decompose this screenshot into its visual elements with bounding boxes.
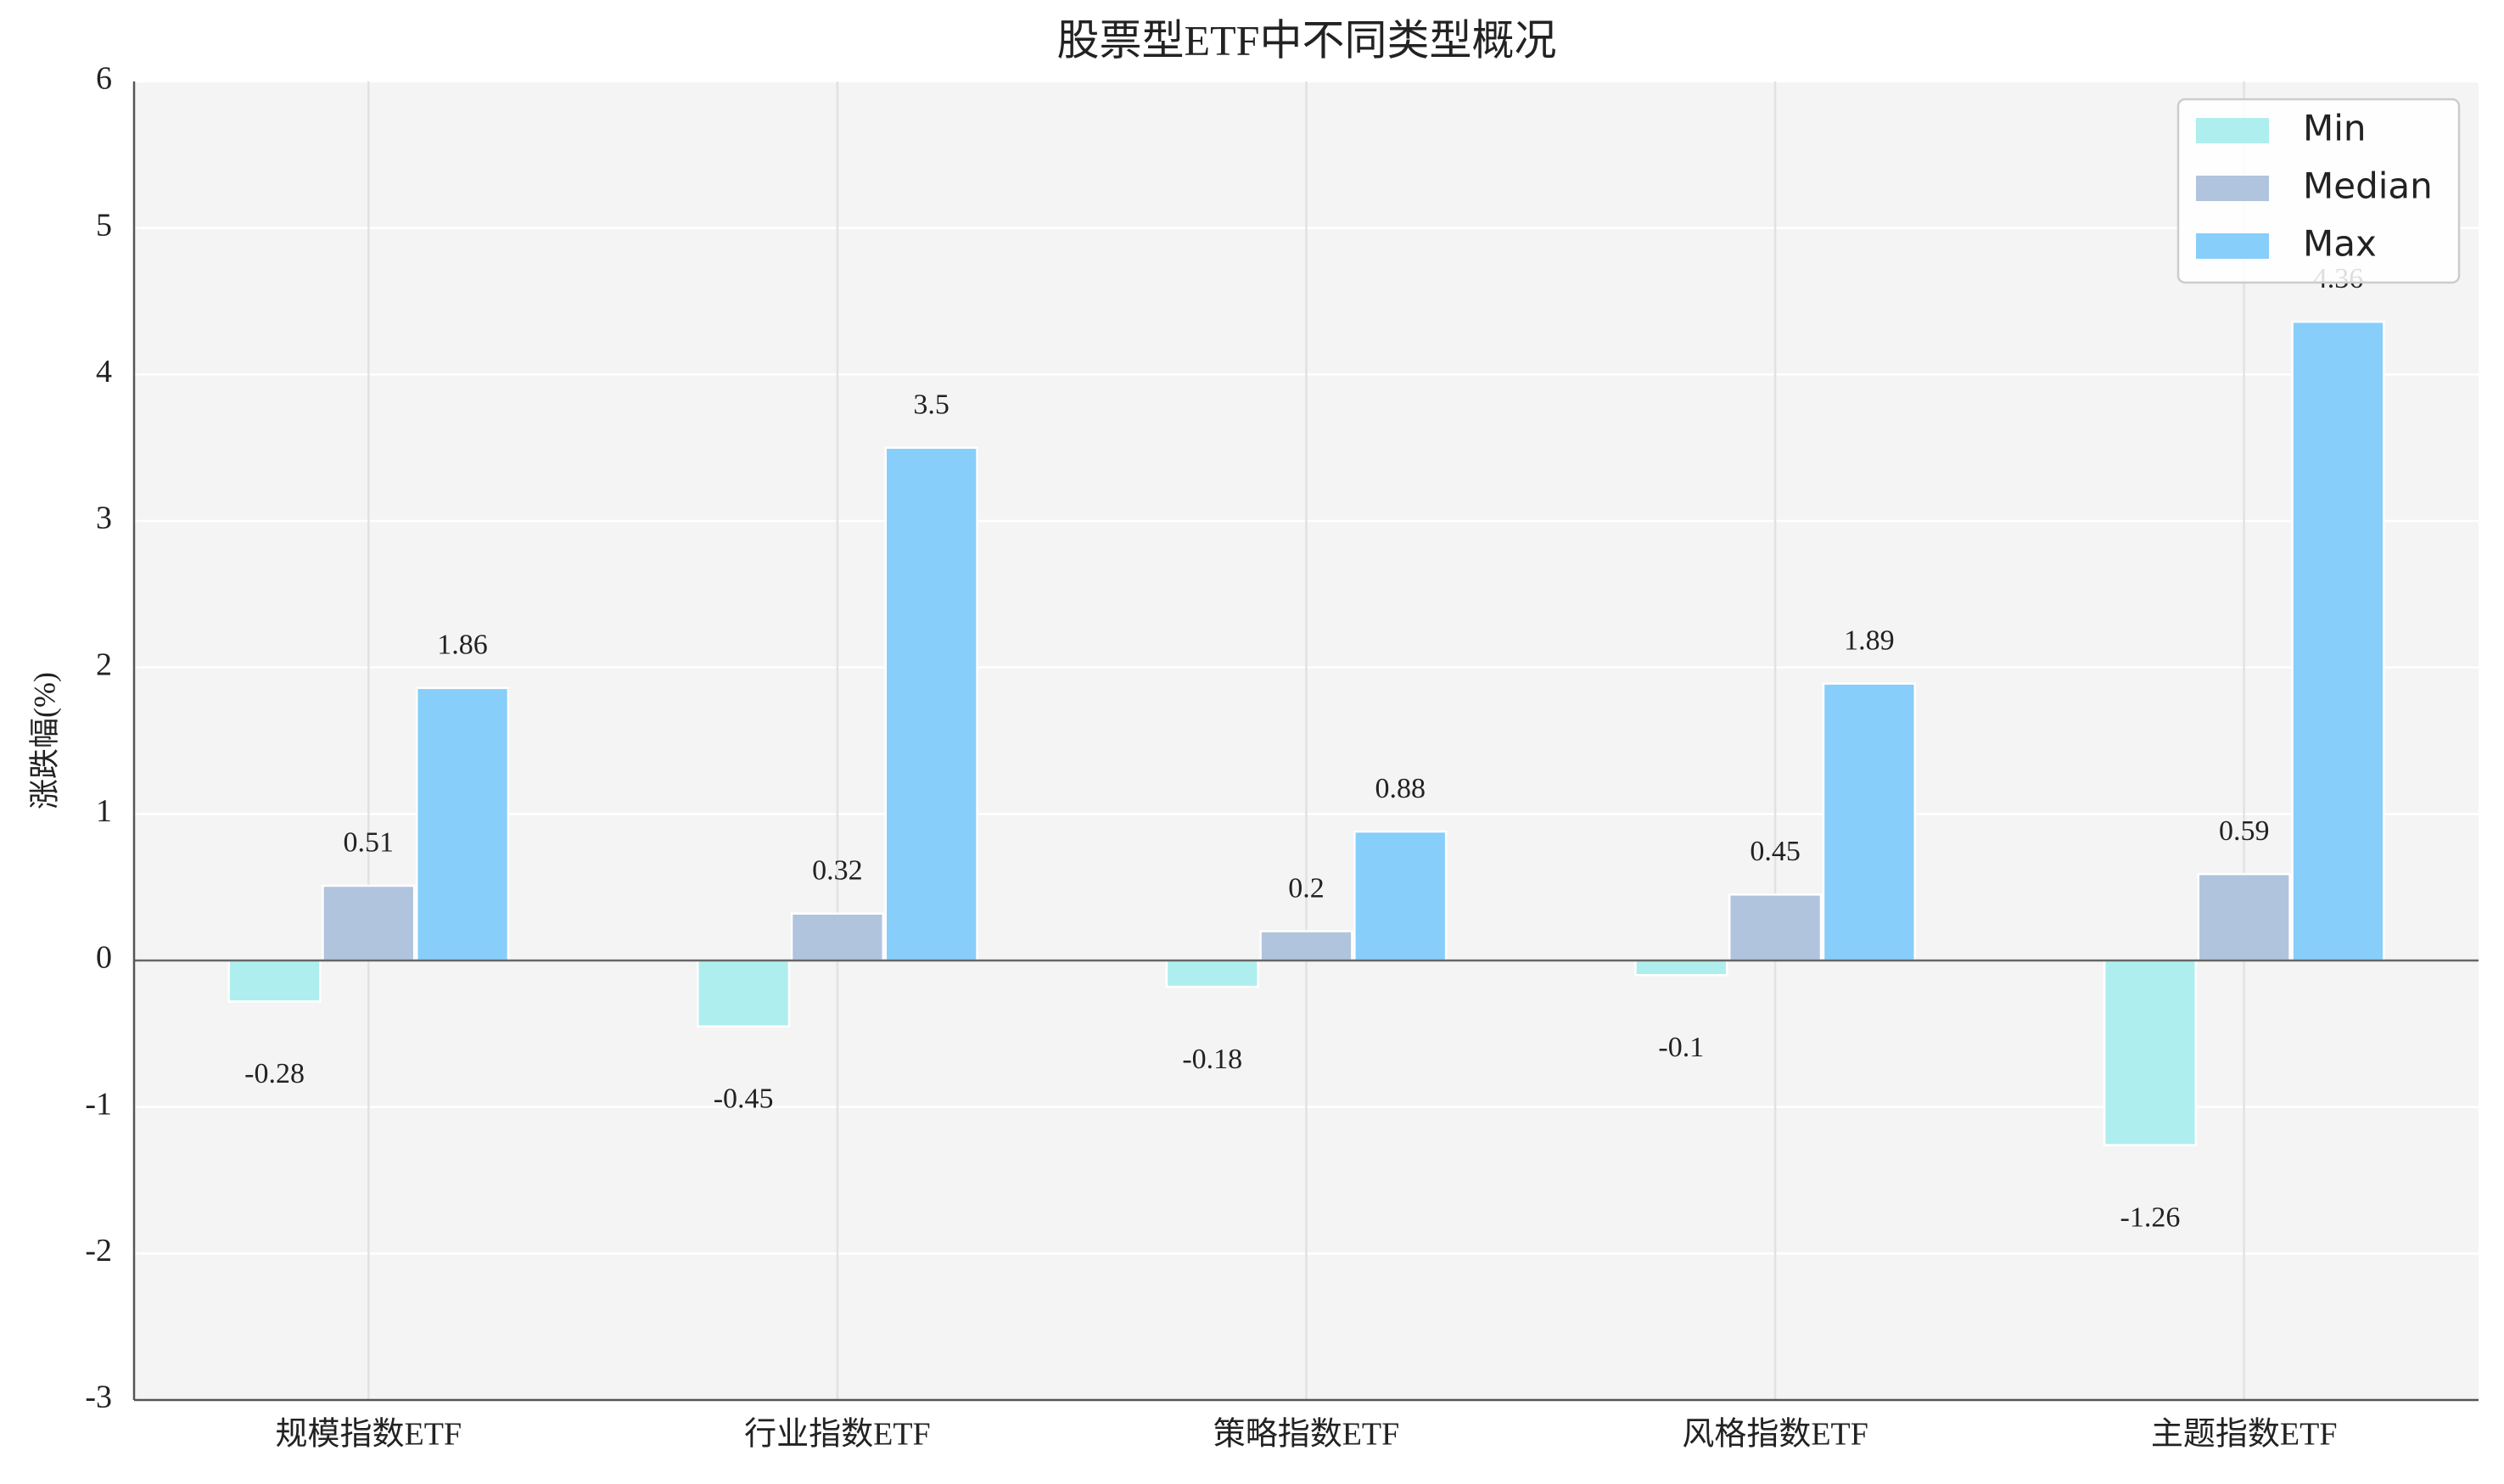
legend-label: Max: [2303, 223, 2377, 265]
y-tick-label: 1: [96, 793, 112, 829]
legend-label: Median: [2303, 165, 2433, 207]
bar: [2291, 320, 2385, 962]
legend-swatch: [2196, 176, 2269, 201]
value-label: -0.28: [244, 1058, 305, 1089]
value-label: 0.32: [812, 855, 863, 887]
value-label: -0.45: [714, 1083, 774, 1114]
value-label: 0.45: [1750, 836, 1801, 867]
x-tick-label: 行业指数ETF: [744, 1417, 931, 1453]
value-label: 0.88: [1375, 773, 1426, 804]
bar: [2103, 959, 2198, 1146]
y-tick-label: 2: [96, 647, 112, 682]
bar: [1353, 830, 1448, 962]
bar: [415, 686, 510, 962]
bar: [1822, 682, 1916, 962]
bar: [790, 912, 885, 962]
value-label: -0.1: [1658, 1032, 1704, 1063]
y-tick-label: 3: [96, 501, 112, 536]
bar: [697, 959, 791, 1028]
y-tick-label: 4: [96, 354, 112, 389]
legend-swatch: [2196, 233, 2269, 259]
chart-title: 股票型ETF中不同类型概况: [1057, 16, 1557, 64]
x-tick-label: 策略指数ETF: [1213, 1417, 1400, 1453]
legend: Min Median Max: [2176, 98, 2461, 284]
bar: [1259, 930, 1353, 962]
y-tick-label: 6: [96, 61, 112, 97]
bar: [1728, 893, 1823, 962]
value-label: -0.18: [1182, 1044, 1242, 1075]
value-label: 0.51: [344, 827, 395, 859]
y-tick-label: 5: [96, 207, 112, 243]
y-tick-label: -3: [85, 1380, 112, 1415]
bar: [322, 884, 416, 962]
legend-swatch: [2196, 118, 2269, 143]
value-label: 1.89: [1844, 624, 1895, 656]
x-tick-label: 规模指数ETF: [276, 1417, 462, 1453]
value-label: 0.2: [1288, 872, 1325, 904]
value-label: 1.86: [437, 630, 488, 661]
y-tick-label: -1: [85, 1086, 112, 1122]
bar: [2197, 872, 2291, 962]
value-label: 3.5: [913, 389, 950, 420]
bar: [227, 959, 322, 1003]
y-tick-label: 0: [96, 940, 112, 976]
value-label: -1.26: [2120, 1201, 2181, 1233]
y-tick-label: -2: [85, 1233, 112, 1268]
y-axis-label: 涨跌幅(%): [27, 672, 61, 809]
x-tick-label: 主题指数ETF: [2151, 1417, 2338, 1453]
bar: [1634, 959, 1728, 977]
bar: [1165, 959, 1259, 988]
bar: [884, 446, 978, 962]
legend-label: Min: [2303, 108, 2367, 149]
x-tick-label: 风格指数ETF: [1682, 1417, 1868, 1453]
value-label: 0.59: [2219, 815, 2270, 847]
